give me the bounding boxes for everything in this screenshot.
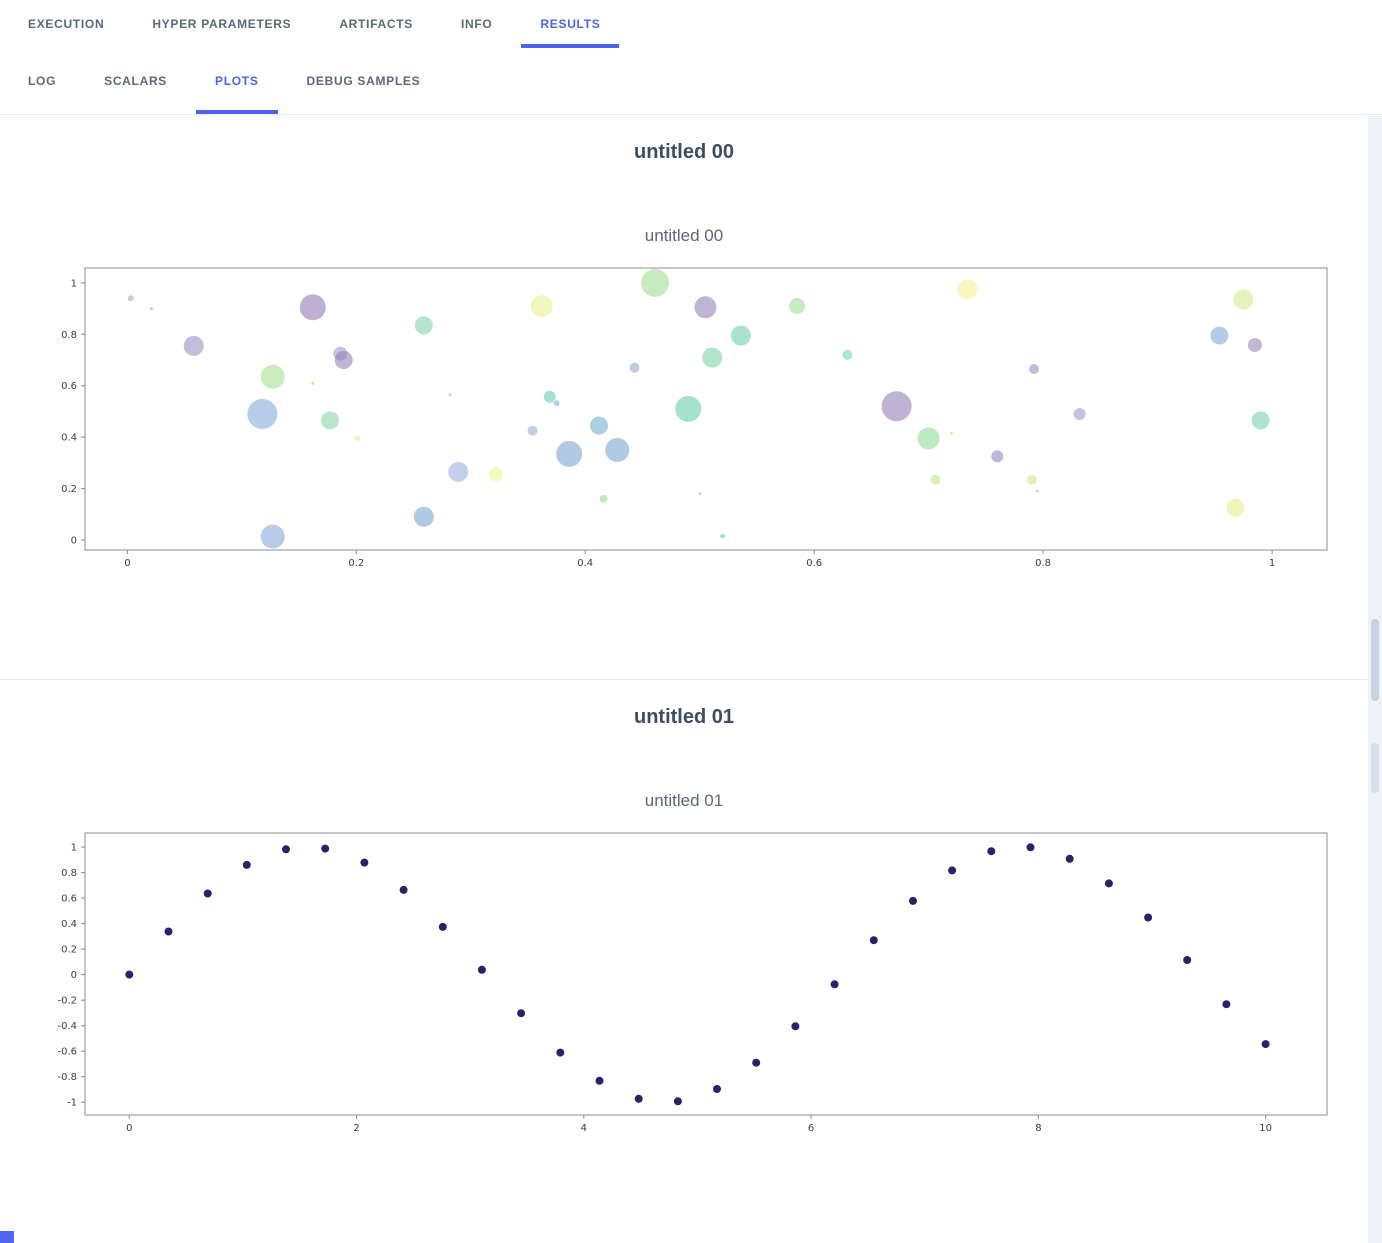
bottom-spacer <box>0 1145 1368 1242</box>
plot-section-title-01: untitled 01 <box>633 706 734 728</box>
subtab-debug-samples[interactable]: DEBUG SAMPLES <box>306 74 421 88</box>
svg-text:0.4: 0.4 <box>577 558 593 569</box>
svg-text:0.6: 0.6 <box>806 558 822 569</box>
svg-text:6: 6 <box>808 1123 814 1134</box>
plots-panel: untitled 00 untitled 00 0 0.2 0.4 0.6 0.8 1 0 0… <box>0 115 1368 1242</box>
svg-text:0.2: 0.2 <box>61 484 77 495</box>
svg-text:-0.2: -0.2 <box>57 996 77 1007</box>
tab-artifacts[interactable]: ARTIFACTS <box>339 17 413 31</box>
svg-text:-0.8: -0.8 <box>57 1072 77 1083</box>
tab-execution[interactable]: EXECUTION <box>28 17 105 31</box>
svg-text:0.8: 0.8 <box>61 868 77 879</box>
svg-text:4: 4 <box>581 1123 587 1134</box>
horizontal-scrollbar-thumb[interactable] <box>0 1231 14 1243</box>
plot-section-title-00: untitled 00 <box>633 141 734 163</box>
svg-text:0.8: 0.8 <box>61 330 77 341</box>
svg-text:0: 0 <box>124 558 130 569</box>
vertical-scrollbar-thumb-secondary[interactable] <box>1371 743 1379 793</box>
section-divider <box>0 679 1368 680</box>
tab-info[interactable]: INFO <box>460 17 493 31</box>
results-subtabbar: LOG SCALARS PLOTS DEBUG SAMPLES <box>0 48 1382 115</box>
tab-results[interactable]: RESULTS <box>516 0 624 48</box>
bubble-scatter-chart-canvas[interactable]: 0 0.2 0.4 0.6 0.8 1 0 0.2 0.4 0.6 0.8 1 <box>40 260 1330 580</box>
svg-text:2: 2 <box>353 1123 359 1134</box>
svg-text:0.6: 0.6 <box>61 381 77 392</box>
svg-text:0: 0 <box>71 970 77 981</box>
svg-text:0: 0 <box>126 1123 132 1134</box>
subtab-plots[interactable]: PLOTS <box>191 48 283 114</box>
svg-text:-1: -1 <box>67 1098 77 1109</box>
plot-section-untitled-01: untitled 01 untitled 01 0 2 4 6 8 10 -1 -0.8 -0.… <box>0 680 1368 1242</box>
vertical-scrollbar-track[interactable] <box>1368 116 1382 1243</box>
svg-text:1: 1 <box>71 278 77 289</box>
svg-text:0.2: 0.2 <box>348 558 364 569</box>
svg-text:1: 1 <box>71 843 77 854</box>
svg-text:10: 10 <box>1259 1123 1272 1134</box>
vertical-scrollbar-thumb[interactable] <box>1371 619 1379 701</box>
svg-text:0.2: 0.2 <box>61 945 77 956</box>
plot-section-untitled-00: untitled 00 untitled 00 0 0.2 0.4 0.6 0.8 1 0 0… <box>0 115 1368 580</box>
subtab-log[interactable]: LOG <box>28 74 57 88</box>
sine-scatter-chart-canvas[interactable]: 0 2 4 6 8 10 -1 -0.8 -0.6 -0.4 -0.2 0 0.2 0.4 0.6 0.8 1 <box>40 825 1330 1145</box>
svg-text:0.8: 0.8 <box>1035 558 1051 569</box>
svg-text:-0.6: -0.6 <box>57 1047 77 1058</box>
svg-text:8: 8 <box>1035 1123 1041 1134</box>
svg-text:-0.4: -0.4 <box>57 1021 77 1032</box>
svg-text:0.4: 0.4 <box>61 919 77 930</box>
svg-text:0: 0 <box>71 536 77 547</box>
svg-text:0.6: 0.6 <box>61 894 77 905</box>
tab-hyper-parameters[interactable]: HYPER PARAMETERS <box>152 17 292 31</box>
main-tabbar: EXECUTION HYPER PARAMETERS ARTIFACTS INF… <box>0 0 1382 48</box>
svg-text:1: 1 <box>1269 558 1275 569</box>
svg-text:0.4: 0.4 <box>61 433 77 444</box>
subtab-scalars[interactable]: SCALARS <box>104 74 168 88</box>
chart-title-00: untitled 00 <box>644 226 724 245</box>
chart-title-01: untitled 01 <box>644 791 724 810</box>
